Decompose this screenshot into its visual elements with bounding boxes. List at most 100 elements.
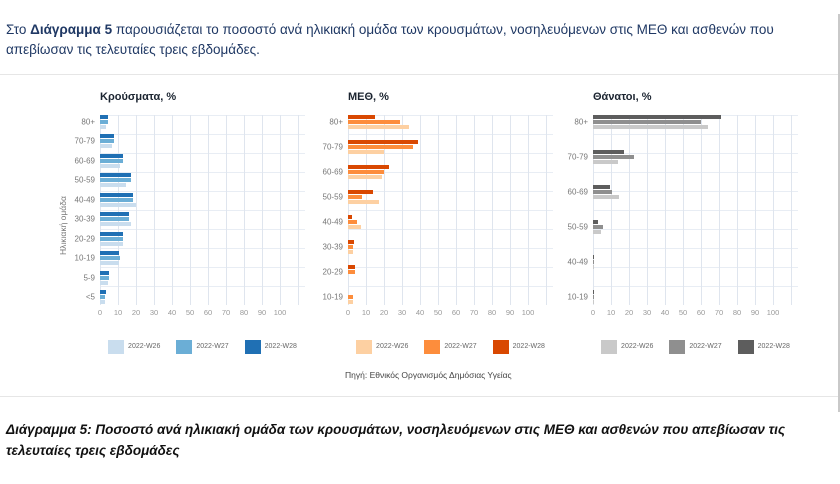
bar bbox=[348, 220, 357, 225]
x-tick-label: 100 bbox=[273, 307, 287, 317]
bar bbox=[348, 194, 362, 199]
legend-label: 2022-W26 bbox=[376, 343, 409, 350]
x-tick-label: 30 bbox=[642, 307, 652, 317]
bar bbox=[100, 300, 105, 305]
age-label: 30-39 bbox=[74, 214, 95, 224]
bar bbox=[348, 169, 384, 174]
bar bbox=[593, 154, 634, 159]
bar bbox=[593, 194, 619, 199]
legend-cases: 2022-W26 2022-W27 2022-W28 bbox=[100, 339, 305, 354]
age-label: 80+ bbox=[574, 117, 588, 126]
plot-area-cases: 80+ 70-79 60-69 50-59 40-49 30-39 20-29 10-19 5-… bbox=[75, 114, 305, 305]
chart-title-deaths: Θάνατοι, % bbox=[593, 90, 652, 103]
bar bbox=[348, 250, 353, 255]
bar-group: 30-39 bbox=[323, 240, 553, 255]
x-tick-label: 70 bbox=[221, 307, 231, 317]
chart-panel-deaths: Θάνατοι, % 80+ 70-79 60-69 50-59 40-49 10-19 … bbox=[553, 91, 798, 354]
bar-group: 5-9 bbox=[83, 270, 305, 285]
bar bbox=[593, 265, 594, 270]
legend-swatch bbox=[176, 339, 193, 354]
chart-title-cases: Κρούσματα, % bbox=[100, 90, 177, 103]
bar bbox=[100, 144, 112, 149]
bar bbox=[348, 114, 375, 119]
age-label: 40-49 bbox=[322, 217, 343, 227]
x-tick-label: 60 bbox=[451, 307, 461, 317]
x-tick-label: 70 bbox=[469, 307, 479, 317]
plot-area-deaths: 80+ 70-79 60-69 50-59 40-49 10-19 bbox=[568, 114, 798, 305]
legend-swatch bbox=[108, 339, 125, 354]
x-tick-label: 10 bbox=[606, 307, 616, 317]
x-tick-label: 70 bbox=[714, 307, 724, 317]
x-tick-label: 90 bbox=[750, 307, 760, 317]
bar bbox=[100, 134, 114, 139]
bar-group: 50-59 bbox=[75, 173, 305, 188]
bar bbox=[100, 124, 106, 129]
bar bbox=[100, 241, 123, 246]
intro-paragraph: Στο Διάγραμμα 5 παρουσιάζεται το ποσοστό… bbox=[0, 14, 840, 61]
bar bbox=[593, 114, 721, 119]
bar bbox=[100, 153, 123, 158]
age-label: 50-59 bbox=[74, 175, 95, 185]
bar-group: 50-59 bbox=[568, 220, 798, 235]
figure-diagram-5: Ηλικιακή ομάδα Κρούσματα, % 80+ 70-79 60-6… bbox=[0, 73, 840, 354]
legend-swatch bbox=[601, 339, 618, 354]
x-tick-label: 20 bbox=[624, 307, 634, 317]
bar bbox=[348, 149, 384, 154]
age-label: 10-19 bbox=[322, 292, 343, 302]
bar bbox=[348, 300, 353, 305]
age-label: 70-79 bbox=[567, 152, 588, 162]
x-tick-label: 100 bbox=[521, 307, 535, 317]
page-right-border bbox=[838, 13, 840, 412]
x-tick-label: 100 bbox=[766, 307, 780, 317]
x-tick-label: 0 bbox=[590, 307, 596, 317]
x-tick-label: 40 bbox=[660, 307, 670, 317]
age-label: 80+ bbox=[329, 117, 343, 126]
bar-group: 20-29 bbox=[75, 231, 305, 246]
x-tick-label: 20 bbox=[379, 307, 389, 317]
bar bbox=[100, 290, 106, 295]
legend-item: 2022-W28 bbox=[492, 339, 545, 354]
legend-swatch bbox=[492, 339, 509, 354]
age-label: 40-49 bbox=[74, 195, 95, 205]
age-label: 10-19 bbox=[567, 292, 588, 302]
legend-label: 2022-W26 bbox=[128, 343, 161, 350]
legend-item: 2022-W28 bbox=[737, 339, 790, 354]
legend-label: 2022-W27 bbox=[444, 343, 477, 350]
plot-area-icu: 80+ 70-79 60-69 50-59 40-49 30-39 20-29 10-19 bbox=[323, 114, 553, 305]
bar-group: 40-49 bbox=[75, 192, 305, 207]
bar bbox=[593, 225, 603, 230]
legend-item: 2022-W27 bbox=[424, 339, 477, 354]
bar bbox=[100, 202, 136, 207]
bar bbox=[348, 215, 352, 220]
bar bbox=[100, 139, 114, 144]
bar bbox=[100, 251, 119, 256]
age-label: 50-59 bbox=[322, 192, 343, 202]
bar bbox=[100, 158, 123, 163]
legend-swatch bbox=[669, 339, 686, 354]
x-tick-label: 0 bbox=[345, 307, 351, 317]
x-tick-label: 60 bbox=[203, 307, 213, 317]
bar bbox=[100, 295, 105, 300]
legend-swatch bbox=[244, 339, 261, 354]
bar-group: 70-79 bbox=[568, 149, 798, 164]
x-tick-label: 80 bbox=[732, 307, 742, 317]
intro-prefix: Στο bbox=[6, 21, 31, 37]
age-label: 60-69 bbox=[567, 187, 588, 197]
age-label: 70-79 bbox=[74, 136, 95, 146]
x-tick-label: 80 bbox=[487, 307, 497, 317]
bar bbox=[348, 119, 400, 124]
x-tick-label: 60 bbox=[696, 307, 706, 317]
bar-group: 80+ bbox=[81, 114, 305, 129]
x-tick-label: 30 bbox=[149, 307, 159, 317]
bar bbox=[593, 290, 594, 295]
bar-group: 60-69 bbox=[75, 153, 305, 168]
legend-item: 2022-W27 bbox=[669, 339, 722, 354]
legend-item: 2022-W26 bbox=[601, 339, 653, 354]
x-tick-label: 20 bbox=[131, 307, 141, 317]
bar-group: 30-39 bbox=[75, 212, 305, 227]
bar bbox=[348, 225, 361, 230]
x-axis-icu: 0 10 20 30 40 50 60 70 80 90 100 bbox=[345, 307, 553, 320]
age-label: 5-9 bbox=[83, 273, 95, 283]
bar bbox=[100, 212, 129, 217]
bar-group: 60-69 bbox=[568, 184, 798, 199]
